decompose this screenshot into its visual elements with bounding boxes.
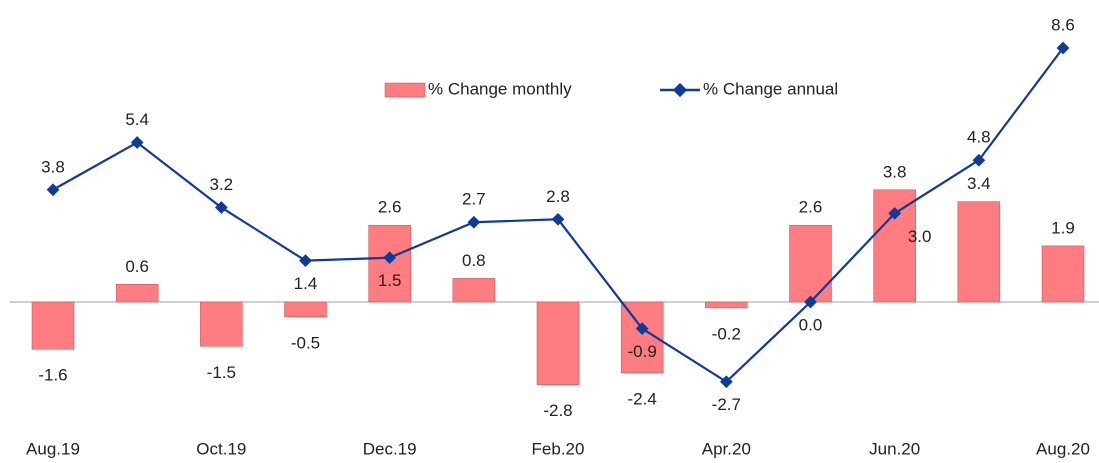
- bar-value-label: 2.6: [799, 198, 823, 217]
- line-marker: [130, 136, 144, 149]
- x-tick-label: Oct.19: [196, 439, 246, 458]
- line-value-label: 2.7: [462, 190, 486, 209]
- legend-label: % Change annual: [703, 79, 838, 98]
- x-tick-label: Aug.20: [1036, 439, 1090, 458]
- line-value-label: 0.0: [799, 315, 823, 334]
- line-value-label: 3.8: [41, 157, 65, 176]
- bar: [789, 224, 832, 303]
- line-marker: [467, 215, 481, 229]
- bar-value-label: 3.4: [967, 174, 991, 193]
- bar: [452, 278, 496, 303]
- bar: [115, 284, 159, 303]
- bar-value-label: 0.8: [462, 251, 486, 270]
- line-value-label: 3.0: [908, 227, 932, 246]
- line-value-label: 3.2: [210, 175, 234, 194]
- line-marker: [46, 183, 60, 197]
- bar-value-label: -2.4: [628, 389, 657, 408]
- bar-value-label: -1.6: [38, 366, 67, 385]
- line-marker: [214, 201, 228, 214]
- bar-value-label: 0.6: [125, 257, 149, 276]
- line-value-label: 1.4: [294, 274, 318, 293]
- x-tick-label: Aug.19: [26, 439, 80, 458]
- bar: [705, 301, 748, 309]
- bar-value-label: 2.6: [378, 198, 402, 217]
- bar: [957, 201, 1001, 303]
- line-value-label: 5.4: [125, 110, 149, 129]
- bar-value-label: 1.9: [1051, 218, 1075, 237]
- line-value-label: 8.6: [1051, 15, 1075, 34]
- legend-label: % Change monthly: [428, 79, 572, 98]
- bar: [1041, 245, 1085, 303]
- bar-value-label: -0.5: [291, 333, 320, 352]
- line-value-label: -0.9: [628, 342, 657, 361]
- legend-swatch: [384, 82, 426, 98]
- bar: [200, 301, 243, 347]
- x-tick-label: Jun.20: [869, 439, 920, 458]
- x-tick-label: Apr.20: [702, 439, 751, 458]
- line-value-label: 2.8: [546, 187, 570, 206]
- bar: [31, 301, 75, 350]
- line-value-label: -2.7: [712, 395, 741, 414]
- x-tick-label: Feb.20: [532, 439, 585, 458]
- legend-marker: [672, 82, 688, 98]
- bar: [536, 301, 580, 385]
- bar-value-label: -0.2: [712, 324, 741, 343]
- x-tick-label: Dec.19: [363, 439, 417, 458]
- bar-value-label: 3.8: [883, 162, 907, 181]
- bar-value-label: -2.8: [543, 401, 572, 420]
- line-marker: [299, 254, 312, 268]
- line-value-label: 1.5: [378, 271, 402, 290]
- line-value-label: 4.8: [967, 128, 991, 147]
- bar: [284, 301, 327, 318]
- bar-value-label: -1.5: [207, 363, 236, 382]
